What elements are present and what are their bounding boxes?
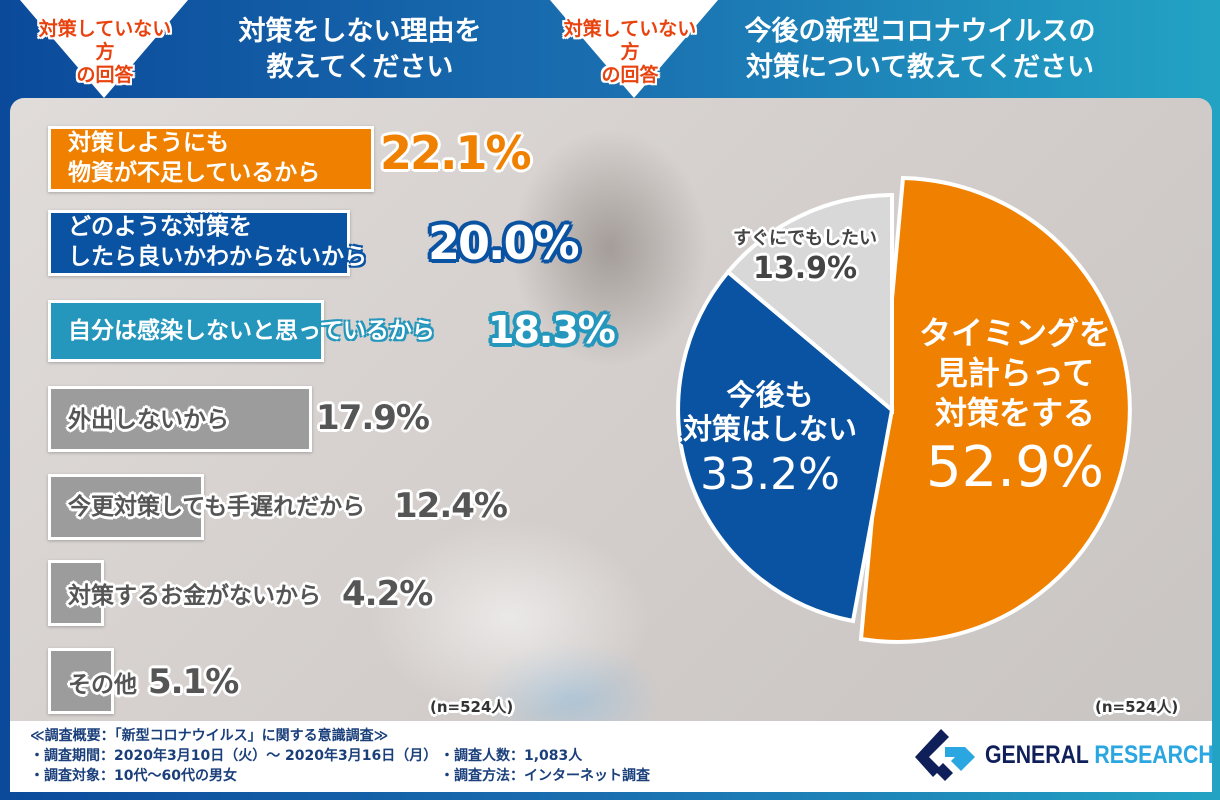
title-line2: 教えてください <box>266 52 454 83</box>
title-line1: 今後の新型コロナウイルスの <box>744 16 1096 47</box>
bar-value: 20.0% <box>428 216 580 270</box>
chart-panel: 対策しようにも 物資が不足しているから 22.1% どのような対策を したら良いかわ… <box>10 98 1212 721</box>
bar-supplies-shortage <box>48 126 374 192</box>
respondent-badge-left: 対策していない方 の回答 <box>30 18 180 87</box>
survey-count: ・調査人数：1,083人 <box>440 748 583 764</box>
bar-wont-get-infected <box>48 300 324 362</box>
pie-slice-no-action <box>676 269 895 624</box>
bar-other <box>48 648 114 714</box>
bar-value: 17.9% <box>316 398 430 438</box>
survey-period: ・調査期間：2020年3月10日（火）～ 2020年3月16日（月） <box>30 748 438 764</box>
bar-chart-title: 対策をしない理由を 教えてください <box>222 14 498 86</box>
pie-label-timing: タイミングを 見計らって 対策をする 52.9% <box>918 314 1111 500</box>
title-line1: 対策をしない理由を <box>238 16 482 47</box>
bar-label: 自分は感染しないと思っているから <box>68 318 435 344</box>
bar-label: その他 <box>68 672 137 698</box>
bar-value: 12.4% <box>394 486 508 526</box>
bar-dont-go-out <box>48 386 312 452</box>
bar-label: 対策しようにも 物資が不足しているから <box>68 130 321 186</box>
pie-chart <box>676 175 1132 644</box>
badge-line1: 対策していない方 <box>563 18 697 63</box>
bar-value: 4.2% <box>342 574 433 614</box>
bar-label: 外出しないから <box>68 407 229 433</box>
pie-label-immediately: すぐにでもしたい 13.9% <box>733 228 877 286</box>
bar-dont-know-how <box>48 210 350 276</box>
pie-label-no-action: 今後も 対策はしない 33.2% <box>682 378 857 500</box>
pie-slice-timing <box>858 175 1132 644</box>
survey-title: ≪調査概要：「新型コロナウイルス」に関する意識調査≫ <box>30 728 389 744</box>
bar-no-money <box>48 560 104 626</box>
badge-line2: の回答 <box>76 64 134 86</box>
general-research-logo-icon <box>915 729 975 781</box>
survey-target: ・調査対象：10代～60代の男女 <box>30 768 237 784</box>
survey-method: ・調査方法：インターネット調査 <box>440 768 650 784</box>
title-line2: 対策について教えてください <box>745 52 1095 83</box>
bar-value: 22.1% <box>380 126 532 180</box>
respondent-badge-right: 対策していない方 の回答 <box>555 18 705 87</box>
bar-too-late <box>48 474 204 540</box>
bar-sample-size: (n=524人) <box>430 698 514 716</box>
badge-line1: 対策していない方 <box>38 18 172 63</box>
pie-chart-title: 今後の新型コロナウイルスの 対策について教えてください <box>720 14 1120 86</box>
pie-slice-immediately <box>725 192 894 415</box>
logo-wordmark: GENERAL RESEARCH <box>985 741 1214 769</box>
bar-label: 対策するお金がないから <box>68 583 321 609</box>
bar-label: どのような対策を したら良いかわからないから <box>68 214 367 270</box>
bar-label: 今更対策しても手遅れだから <box>68 494 366 520</box>
header-pointer-left <box>20 0 188 98</box>
bar-value: 18.3% <box>488 308 616 352</box>
badge-line2: の回答 <box>601 64 659 86</box>
pie-sample-size: (n=524人) <box>1095 698 1179 716</box>
header-pointer-right <box>550 0 718 98</box>
survey-summary: ≪調査概要：「新型コロナウイルス」に関する意識調査≫ ・調査期間：2020年3月… <box>10 721 1214 792</box>
bar-value: 5.1% <box>148 662 239 702</box>
